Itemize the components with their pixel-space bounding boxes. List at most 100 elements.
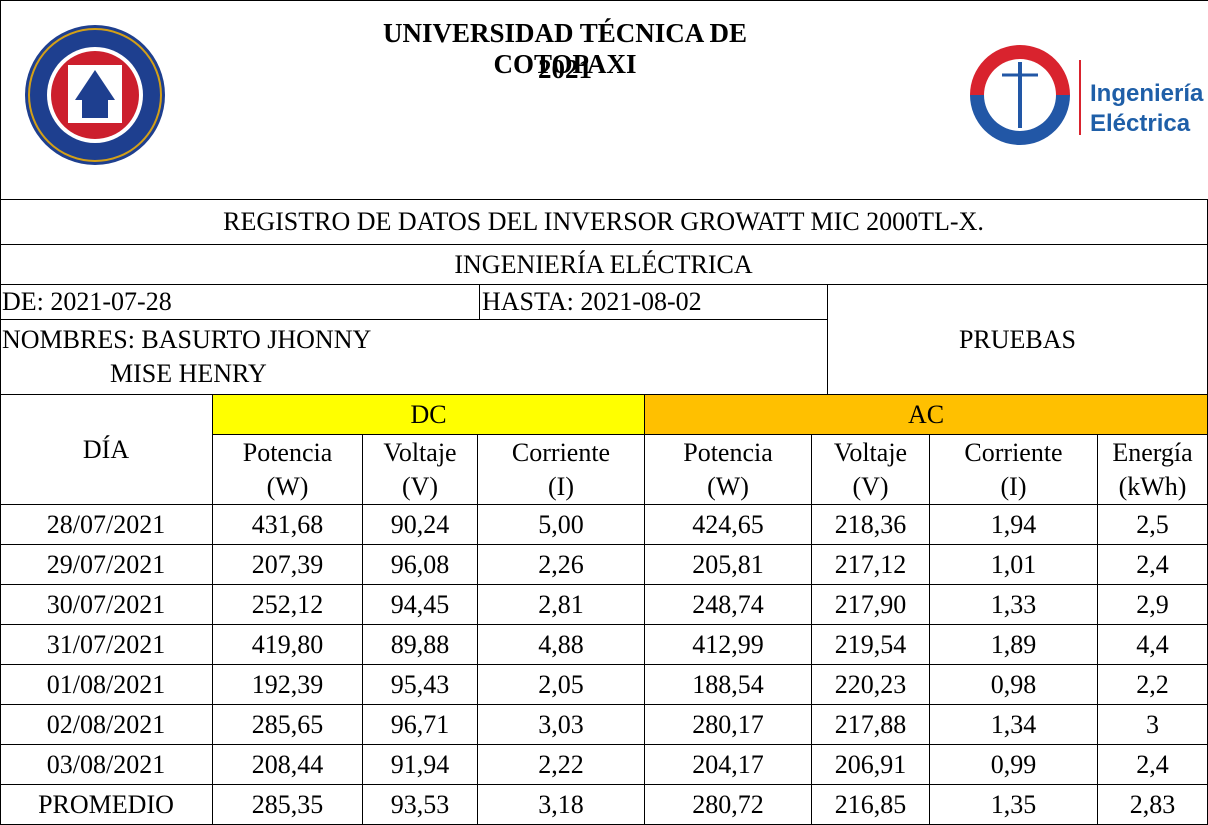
table-cell: 90,24 [363,505,478,545]
row-label: 28/07/2021 [0,505,213,545]
table-title: REGISTRO DE DATOS DEL INVERSOR GROWATT M… [0,200,1208,245]
table-cell: 89,88 [363,625,478,665]
cell-line: (I) [1000,471,1027,501]
table-cell: 2,81 [478,585,645,625]
cell-line: (kWh) [1118,471,1187,501]
table-cell: 1,94 [930,505,1098,545]
table-cell: 1,33 [930,585,1098,625]
table-cell: 219,54 [812,625,930,665]
column-header: Corriente (I) [478,435,645,505]
university-title: UNIVERSIDAD TÉCNICA DE COTOPAXI [382,18,748,79]
table-cell: 280,17 [645,705,812,745]
table-cell: 2,22 [478,745,645,785]
table-cell: 2,4 [1098,745,1208,785]
table-cell: 0,99 [930,745,1098,785]
table-cell: 2,2 [1098,665,1208,705]
table-cell: 96,08 [363,545,478,585]
table-cell: 217,88 [812,705,930,745]
tests: PRUEBAS [828,285,1208,395]
row-label: 29/07/2021 [0,545,213,585]
cell-line: (V) [852,471,889,501]
date-from: DE: 2021-07-28 [0,285,480,320]
cell-line: MISE HENRY [110,359,267,388]
column-header: Voltaje (V) [363,435,478,505]
table-cell: 285,65 [213,705,363,745]
table-cell: 95,43 [363,665,478,705]
table-cell: 208,44 [213,745,363,785]
table-cell: 1,34 [930,705,1098,745]
table-cell: 2,5 [1098,505,1208,545]
table-cell: 94,45 [363,585,478,625]
table-cell: 217,90 [812,585,930,625]
table-cell: 4,88 [478,625,645,665]
cell-line: Voltaje [833,437,908,467]
table-cell: 1,89 [930,625,1098,665]
cell-line: Corriente [511,437,611,467]
table-cell: 96,71 [363,705,478,745]
cell-line: (V) [401,471,439,501]
header: UNIVERSIDAD TÉCNICA DE COTOPAXI 2021 Ing… [0,0,1208,200]
cell-line: Energía [1112,437,1193,467]
cell-line: (W) [707,471,749,501]
logo-text: Eléctrica [1090,110,1191,137]
cell-line: Potencia [242,437,333,467]
table-cell: 419,80 [213,625,363,665]
group-header: AC [645,395,1208,435]
table-cell: 93,53 [363,785,478,825]
table-cell: 2,26 [478,545,645,585]
table-cell: 217,12 [812,545,930,585]
table-cell: 2,9 [1098,585,1208,625]
table-cell: 412,99 [645,625,812,665]
cell-line: (I) [548,471,574,501]
logos [25,25,1081,165]
row-label: 31/07/2021 [0,625,213,665]
table-cell: 252,12 [213,585,363,625]
row-label: 03/08/2021 [0,745,213,785]
table-cell: 285,35 [213,785,363,825]
table-cell: 5,00 [478,505,645,545]
row-label: PROMEDIO [0,785,213,825]
table-cell: 1,01 [930,545,1098,585]
table-cell: 218,36 [812,505,930,545]
electrica-logo [970,45,1081,145]
table-cell: 3,18 [478,785,645,825]
table-cell: 2,83 [1098,785,1208,825]
names: NOMBRES: BASURTO JHONNY MISE HENRY [0,320,828,395]
cell-line: Potencia [683,437,773,467]
year: 2021 [538,54,592,84]
table-cell: 91,94 [363,745,478,785]
table-cell: 424,65 [645,505,812,545]
table-cell: 204,17 [645,745,812,785]
cell-line: NOMBRES: BASURTO JHONNY [2,325,372,354]
column-header: Voltaje (V) [812,435,930,505]
day-header: DÍA [0,395,213,505]
table-cell: 220,23 [812,665,930,705]
group-header: DC [213,395,645,435]
table-cell: 207,39 [213,545,363,585]
logo-text: Ingeniería [1090,80,1204,107]
table-cell: 431,68 [213,505,363,545]
table-cell: 192,39 [213,665,363,705]
table-cell: 3 [1098,705,1208,745]
date-to: HASTA: 2021-08-02 [480,285,828,320]
table-cell: 206,91 [812,745,930,785]
column-header: Energía (kWh) [1098,435,1208,505]
cell-line: Corriente [964,437,1063,467]
column-header: Potencia (W) [213,435,363,505]
table-cell: 2,05 [478,665,645,705]
table-cell: 248,74 [645,585,812,625]
table-cell: 205,81 [645,545,812,585]
table-cell: 4,4 [1098,625,1208,665]
table-cell: 0,98 [930,665,1098,705]
cell-line: Voltaje [383,437,457,467]
column-header: Potencia (W) [645,435,812,505]
table-cell: 3,03 [478,705,645,745]
column-header: Corriente (I) [930,435,1098,505]
table-cell: 2,4 [1098,545,1208,585]
utc-logo [25,25,165,165]
table-cell: 216,85 [812,785,930,825]
table-subtitle: INGENIERÍA ELÉCTRICA [0,245,1208,285]
row-label: 02/08/2021 [0,705,213,745]
row-label: 30/07/2021 [0,585,213,625]
